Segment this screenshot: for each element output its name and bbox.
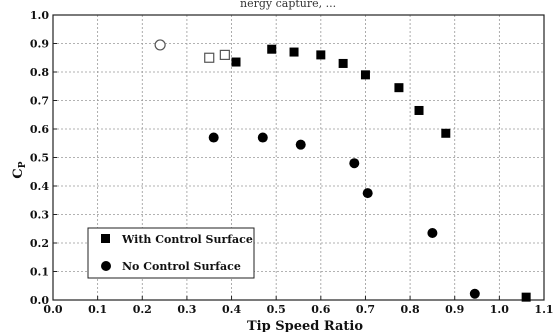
point-with-control-surface — [360, 70, 370, 80]
point-with-control-surface — [394, 83, 404, 93]
point-open-square — [219, 49, 230, 61]
x-tick-label: 0.2 — [133, 303, 152, 316]
x-tick-label: 0.1 — [88, 303, 107, 316]
x-tick-label: 0.0 — [43, 303, 62, 316]
x-tick-label: 0.5 — [267, 303, 286, 316]
top-caption-fragment: nergy capture, ... — [240, 0, 336, 10]
point-with-control-surface — [441, 128, 451, 138]
y-axis-title: CP — [11, 161, 28, 178]
point-no-control-surface — [349, 158, 360, 169]
legend-label-with-control-surface: With Control Surface — [121, 233, 253, 246]
y-axis-title-sub: P — [18, 161, 28, 168]
x-tick-label: 1.1 — [534, 303, 553, 316]
legend-marker-with-control-surface — [101, 234, 110, 243]
legend-box — [87, 227, 255, 279]
y-tick-label: 0.4 — [30, 180, 49, 193]
point-with-control-surface — [338, 58, 348, 68]
y-tick-label: 0.0 — [30, 294, 49, 307]
point-with-control-surface — [414, 105, 424, 115]
legend-label-no-control-surface: No Control Surface — [122, 260, 241, 273]
x-tick-labels: 0.0 0.1 0.2 0.3 0.4 0.5 0.6 0.7 0.8 0.9 1.0 1.1 — [43, 303, 553, 316]
y-tick-label: 1.0 — [30, 9, 49, 22]
point-no-control-surface — [257, 132, 268, 143]
x-tick-label: 0.4 — [222, 303, 241, 316]
y-tick-label: 0.9 — [30, 38, 49, 51]
point-with-control-surface — [521, 292, 531, 302]
point-with-control-surface — [267, 44, 277, 54]
tick-marks — [52, 14, 545, 301]
x-tick-label: 0.3 — [177, 303, 196, 316]
y-tick-label: 0.5 — [30, 152, 49, 165]
y-axis-title-main: C — [11, 168, 26, 178]
y-tick-label: 0.2 — [30, 237, 49, 250]
x-tick-label: 0.6 — [311, 303, 330, 316]
y-tick-label: 0.8 — [30, 66, 49, 79]
point-open-square — [204, 52, 215, 63]
point-with-control-surface — [289, 47, 299, 57]
point-with-control-surface — [231, 57, 241, 67]
x-tick-label: 0.9 — [445, 303, 464, 316]
y-tick-labels: 0.0 0.1 0.2 0.3 0.4 0.5 0.6 0.7 0.8 0.9 1.0 — [30, 9, 49, 307]
y-tick-label: 0.7 — [30, 95, 49, 108]
y-tick-label: 0.3 — [30, 209, 49, 222]
point-no-control-surface — [208, 132, 219, 143]
point-with-control-surface — [316, 50, 326, 60]
point-no-control-surface — [295, 139, 306, 150]
x-tick-label: 1.0 — [490, 303, 509, 316]
y-tick-label: 0.6 — [30, 123, 49, 136]
point-no-control-surface — [362, 188, 373, 199]
point-open-circle — [154, 39, 166, 51]
data-points — [154, 39, 531, 302]
x-axis-title: Tip Speed Ratio — [247, 319, 363, 332]
legend-marker-no-control-surface — [101, 261, 111, 271]
point-no-control-surface — [469, 288, 480, 299]
legend: With Control Surface No Control Surface — [87, 227, 255, 279]
point-no-control-surface — [427, 228, 438, 239]
y-tick-label: 0.1 — [30, 266, 49, 279]
x-tick-label: 0.7 — [356, 303, 375, 316]
x-tick-label: 0.8 — [401, 303, 420, 316]
svg-text:CP: CP — [11, 161, 28, 178]
